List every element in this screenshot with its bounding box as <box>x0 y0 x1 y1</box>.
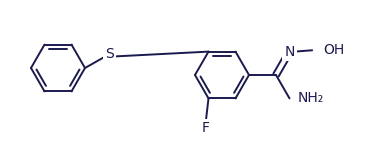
Text: NH₂: NH₂ <box>298 91 324 105</box>
Text: S: S <box>105 48 114 61</box>
Text: OH: OH <box>323 43 344 57</box>
Text: N: N <box>284 45 295 59</box>
Text: F: F <box>202 121 210 135</box>
